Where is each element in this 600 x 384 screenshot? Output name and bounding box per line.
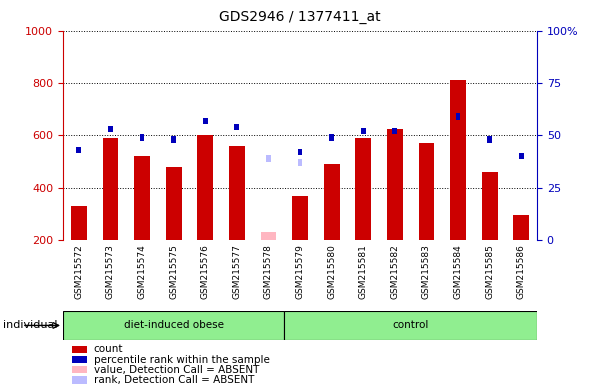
Text: GSM215575: GSM215575 xyxy=(169,244,178,299)
Text: diet-induced obese: diet-induced obese xyxy=(124,320,224,331)
Bar xyxy=(355,138,371,240)
Text: percentile rank within the sample: percentile rank within the sample xyxy=(94,354,269,364)
Text: GSM215578: GSM215578 xyxy=(264,244,273,299)
Bar xyxy=(324,164,340,240)
Text: control: control xyxy=(392,320,429,331)
Bar xyxy=(329,134,334,141)
FancyBboxPatch shape xyxy=(284,311,537,340)
Bar xyxy=(487,136,492,143)
Text: GSM215572: GSM215572 xyxy=(74,244,83,299)
Bar xyxy=(260,232,277,240)
Text: GSM215581: GSM215581 xyxy=(359,244,368,299)
Bar xyxy=(419,143,434,240)
Bar xyxy=(229,146,245,240)
Text: GSM215583: GSM215583 xyxy=(422,244,431,299)
Text: individual: individual xyxy=(3,320,58,331)
Bar xyxy=(166,167,182,240)
Bar xyxy=(450,80,466,240)
Bar xyxy=(392,128,397,134)
Bar xyxy=(103,138,118,240)
Bar xyxy=(76,147,81,153)
Bar xyxy=(203,118,208,124)
Bar xyxy=(108,126,113,132)
Bar xyxy=(171,136,176,143)
Text: GDS2946 / 1377411_at: GDS2946 / 1377411_at xyxy=(219,10,381,23)
Bar xyxy=(71,206,87,240)
Text: GSM215585: GSM215585 xyxy=(485,244,494,299)
Text: GSM215580: GSM215580 xyxy=(327,244,336,299)
Bar xyxy=(73,346,87,353)
Text: GSM215584: GSM215584 xyxy=(454,244,463,299)
Bar xyxy=(298,149,302,155)
Text: rank, Detection Call = ABSENT: rank, Detection Call = ABSENT xyxy=(94,375,254,384)
Bar xyxy=(235,124,239,130)
Bar xyxy=(197,136,213,240)
Text: value, Detection Call = ABSENT: value, Detection Call = ABSENT xyxy=(94,365,259,375)
Bar xyxy=(519,153,524,159)
Text: count: count xyxy=(94,344,124,354)
Bar xyxy=(513,215,529,240)
Bar xyxy=(73,356,87,363)
Bar xyxy=(73,376,87,384)
FancyBboxPatch shape xyxy=(63,311,284,340)
Bar xyxy=(361,128,365,134)
Bar xyxy=(387,129,403,240)
Bar xyxy=(298,159,302,166)
Bar xyxy=(455,113,460,120)
Bar xyxy=(134,156,150,240)
Text: GSM215586: GSM215586 xyxy=(517,244,526,299)
Bar xyxy=(482,172,497,240)
Text: GSM215582: GSM215582 xyxy=(391,244,400,299)
Text: GSM215574: GSM215574 xyxy=(137,244,146,299)
Bar xyxy=(266,155,271,162)
Text: GSM215576: GSM215576 xyxy=(200,244,210,299)
Text: GSM215577: GSM215577 xyxy=(232,244,241,299)
Bar xyxy=(292,195,308,240)
Text: GSM215573: GSM215573 xyxy=(106,244,115,299)
Text: GSM215579: GSM215579 xyxy=(296,244,305,299)
Bar xyxy=(140,134,145,141)
Bar xyxy=(73,366,87,373)
